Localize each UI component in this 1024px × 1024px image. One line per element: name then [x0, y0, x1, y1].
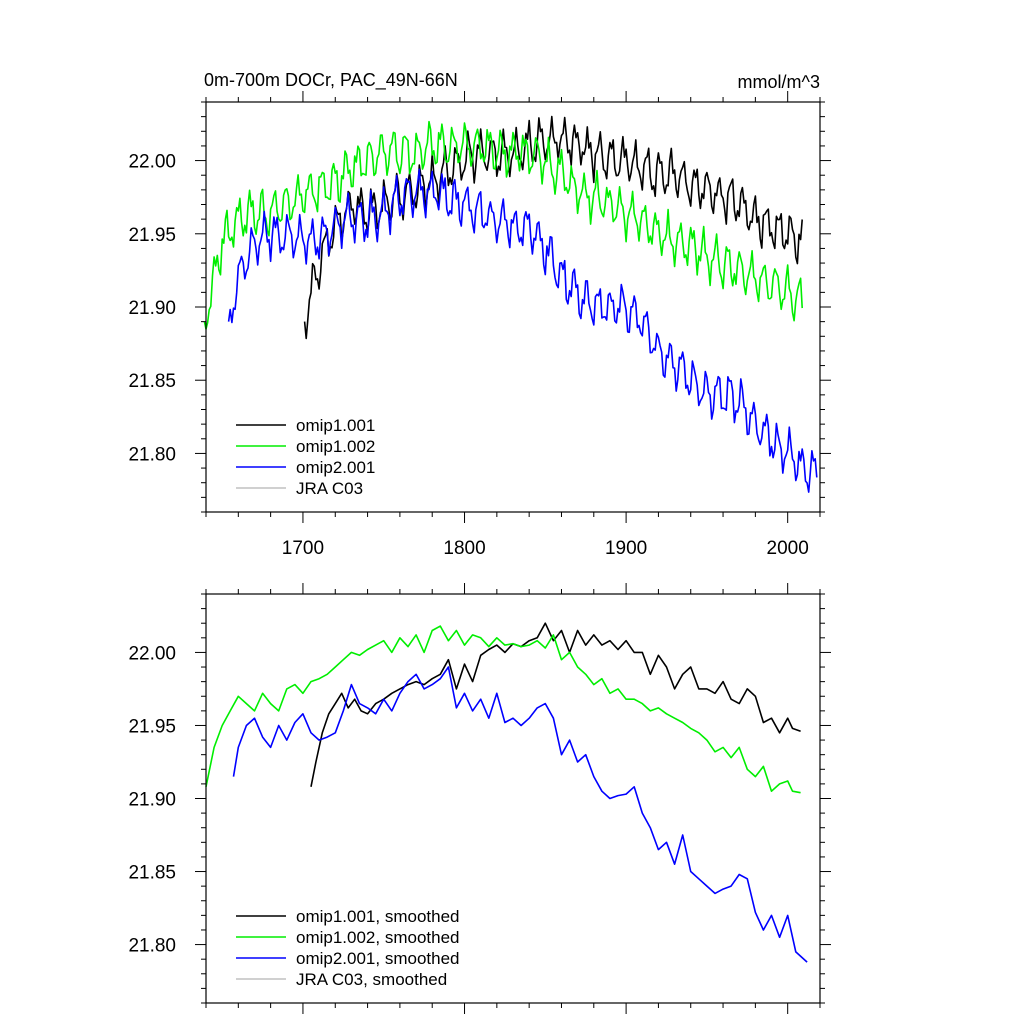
series-line-omip2-001	[232, 666, 808, 963]
x-tick-label: 1800	[443, 538, 485, 559]
y-tick-label: 21.95	[128, 716, 176, 737]
axes-layer: 21.80 21.85 21.90 21.95 22.00	[128, 583, 831, 1014]
legend-label: omip1.002	[296, 437, 375, 456]
y-tick-label: 21.80	[128, 444, 176, 465]
y-tick-label: 22.00	[128, 643, 176, 664]
legend-label: JRA C03	[296, 479, 363, 498]
units-label: mmol/m^3	[738, 72, 820, 92]
series-line-omip1-002	[205, 625, 801, 794]
legend: omip1.001, smoothed omip1.002, smoothed om…	[236, 907, 460, 989]
bottom-panel: 21.80 21.85 21.90 21.95 22.00 omip1.001, smo…	[128, 583, 831, 1014]
x-tick-label: 1900	[605, 538, 647, 559]
series-line-omip1-001	[310, 622, 801, 787]
y-tick-label: 21.90	[128, 790, 176, 811]
y-tick-label: 22.00	[128, 152, 176, 173]
series-line-omip1-002	[203, 120, 803, 330]
legend-label: omip2.001	[296, 458, 375, 477]
legend-label: omip2.001, smoothed	[296, 949, 460, 968]
y-tick-label: 21.85	[128, 371, 176, 392]
series-layer	[203, 115, 818, 493]
series-line-omip2-001	[227, 168, 818, 493]
x-tick-label: 1700	[282, 538, 324, 559]
legend-label: JRA C03, smoothed	[296, 970, 447, 989]
series-line-omip1-001	[303, 115, 803, 340]
y-tick-label: 21.85	[128, 863, 176, 884]
y-tick-label: 21.90	[128, 298, 176, 319]
chart-title: 0m-700m DOCr, PAC_49N-66N	[204, 70, 458, 91]
top-panel: 0m-700m DOCr, PAC_49N-66N mmol/m^3 1700 1…	[128, 70, 831, 559]
legend-label: omip1.001	[296, 416, 375, 435]
axes-layer: 1700 1800 1900 2000 21.80 21.85 21.90 21.95 22.0…	[128, 91, 831, 559]
series-layer	[205, 622, 808, 963]
legend-label: omip1.002, smoothed	[296, 928, 460, 947]
y-tick-label: 21.80	[128, 936, 176, 957]
y-tick-label: 21.95	[128, 225, 176, 246]
legend-label: omip1.001, smoothed	[296, 907, 460, 926]
legend: omip1.001 omip1.002 omip2.001 JRA C03	[236, 416, 375, 498]
x-tick-label: 2000	[767, 538, 809, 559]
